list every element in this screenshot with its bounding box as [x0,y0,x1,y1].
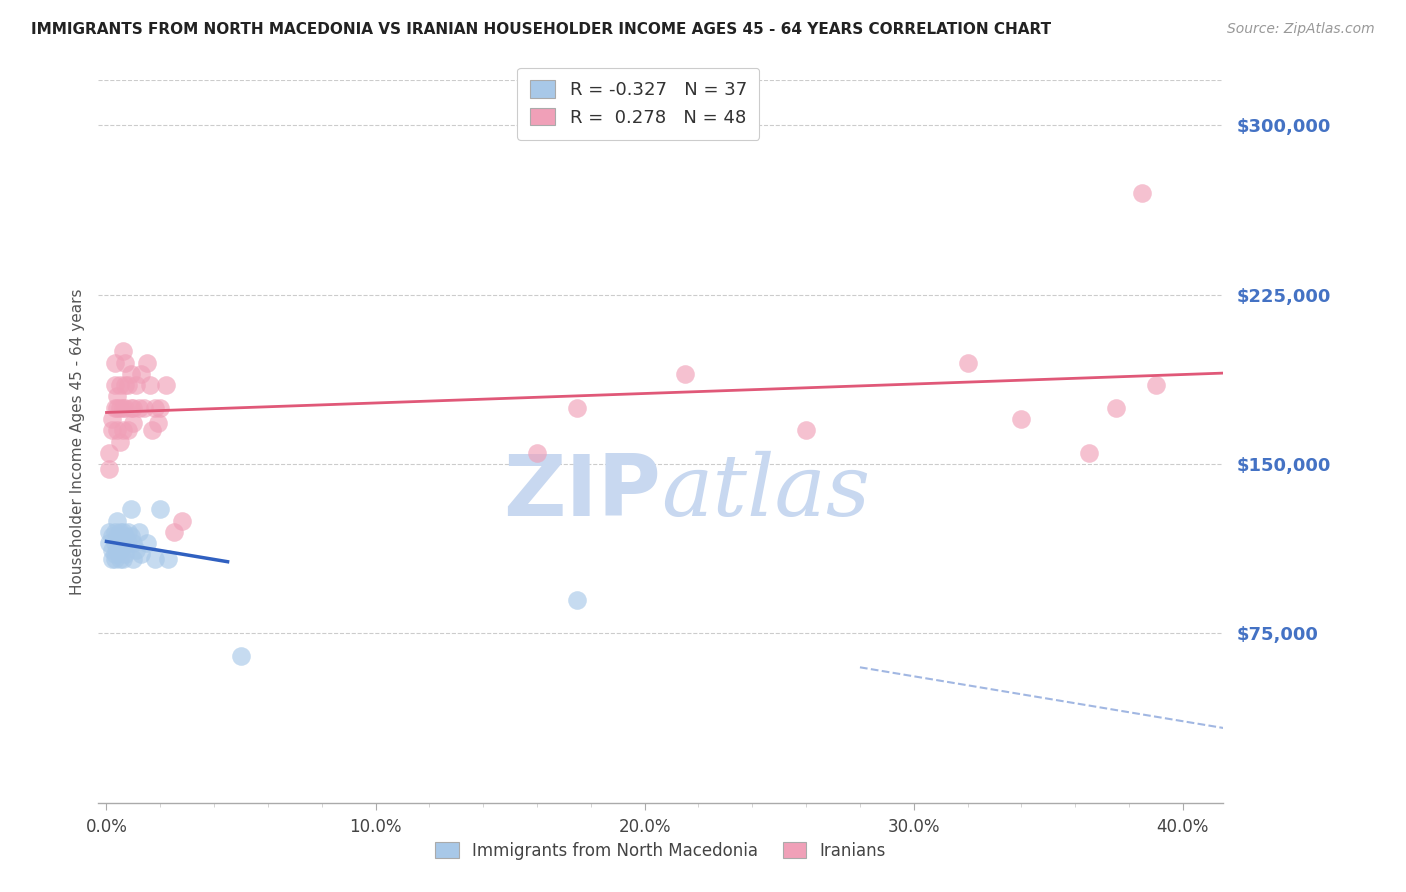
Point [135,355,157,369]
Point [114,355,136,369]
Point [1104,401,1126,415]
Point [117,524,139,539]
Point [105,401,128,415]
Point [1077,446,1099,460]
Point [108,401,131,415]
Point [108,378,131,392]
Point [114,401,136,415]
Point [101,423,124,437]
Point [131,548,153,562]
Point [122,417,145,431]
Point [143,552,166,566]
Y-axis label: Householder Income Ages 45 - 64 years: Householder Income Ages 45 - 64 years [69,288,84,595]
Point [135,536,157,550]
Text: Source: ZipAtlas.com: Source: ZipAtlas.com [1227,22,1375,37]
Point [114,529,136,543]
Point [128,524,150,539]
Point [105,514,128,528]
Point [103,401,125,415]
Point [120,529,142,543]
Point [114,536,136,550]
Text: IMMIGRANTS FROM NORTH MACEDONIA VS IRANIAN HOUSEHOLDER INCOME AGES 45 - 64 YEARS: IMMIGRANTS FROM NORTH MACEDONIA VS IRANI… [31,22,1052,37]
Point [229,648,252,663]
Point [122,552,145,566]
Point [170,514,193,528]
Point [120,502,142,516]
Point [125,542,148,557]
Point [103,355,125,369]
Point [526,446,548,460]
Point [111,423,134,437]
Point [111,344,134,359]
Point [134,401,156,415]
Legend: Immigrants from North Macedonia, Iranians: Immigrants from North Macedonia, Iranian… [429,836,893,867]
Point [149,401,172,415]
Point [956,355,979,369]
Point [149,502,172,516]
Point [567,401,589,415]
Text: ZIP: ZIP [503,450,661,533]
Point [103,536,125,550]
Point [155,378,177,392]
Point [141,423,163,437]
Point [108,524,131,539]
Point [567,592,589,607]
Point [163,524,186,539]
Point [105,389,128,403]
Point [103,552,125,566]
Point [131,367,153,381]
Point [1010,412,1032,426]
Point [114,378,136,392]
Point [111,552,134,566]
Point [673,367,696,381]
Point [111,401,134,415]
Point [98,461,121,475]
Point [108,552,131,566]
Point [105,542,128,557]
Point [128,401,150,415]
Point [157,552,180,566]
Point [103,378,125,392]
Point [120,401,142,415]
Point [105,423,128,437]
Point [111,524,134,539]
Point [101,529,124,543]
Point [143,401,166,415]
Point [108,434,131,449]
Point [120,367,142,381]
Point [122,401,145,415]
Point [1132,186,1154,201]
Point [111,536,134,550]
Point [108,542,131,557]
Point [794,423,817,437]
Point [125,378,148,392]
Point [117,423,139,437]
Point [101,552,124,566]
Point [98,536,121,550]
Point [98,446,121,460]
Point [105,529,128,543]
Point [117,378,139,392]
Point [138,378,160,392]
Point [101,412,124,426]
Point [114,548,136,562]
Point [146,417,169,431]
Point [117,536,139,550]
Point [122,536,145,550]
Point [108,536,131,550]
Point [98,524,121,539]
Point [1144,378,1167,392]
Point [103,524,125,539]
Point [103,548,125,562]
Text: atlas: atlas [661,450,870,533]
Point [101,542,124,557]
